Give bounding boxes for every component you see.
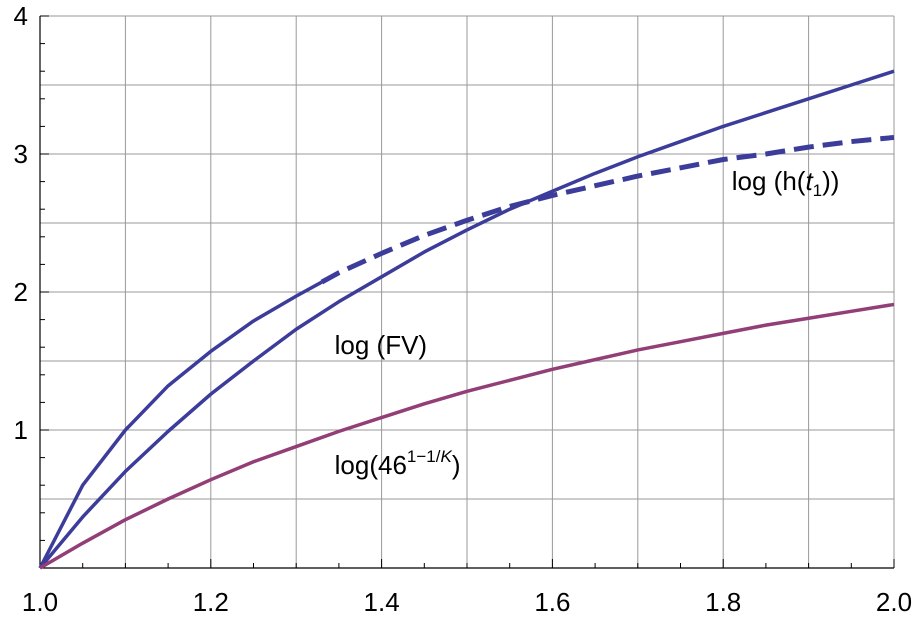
annotation-superscript: 1−1/ [407,447,441,466]
annotation-subscript: 1 [813,181,822,200]
x-tick-label: 1.8 [705,587,741,617]
annotation-text: log [335,330,370,360]
annotation-text: log(46 [335,450,407,480]
annotation-superscript: K [440,447,452,466]
tick-labels: 1.0 1.2 1.4 1.6 1.8 2.0 1 2 3 4 [14,1,913,617]
annotation-text: t [805,166,814,196]
annotation-log-h-t1: log (h(t1)) [732,166,840,200]
annotation-text: )) [822,166,839,196]
annotation-text: log [732,166,767,196]
y-tick-label: 4 [14,1,28,31]
series-line-0-dashed [320,134,895,285]
annotation-log-46-power: log(461−1/K) [335,447,461,480]
x-tick-label: 1.6 [534,587,570,617]
y-tick-label: 1 [14,415,28,445]
annotation-text: (FV) [369,330,427,360]
annotation-log-fv: log (FV) [335,330,427,360]
grid [40,15,895,568]
series-group [38,69,895,570]
axes [39,15,895,569]
annotation-text: (h( [766,166,805,196]
series-line-0-solid [38,280,323,569]
series-line-2 [39,302,895,570]
x-tick-label: 1.0 [22,587,58,617]
annotation-text: ) [452,450,461,480]
y-tick-label: 2 [14,277,28,307]
x-tick-label: 1.4 [364,587,400,617]
x-tick-label: 1.2 [193,587,229,617]
series-line-1 [38,69,895,570]
y-tick-label: 3 [14,139,28,169]
x-tick-label: 2.0 [876,587,912,617]
